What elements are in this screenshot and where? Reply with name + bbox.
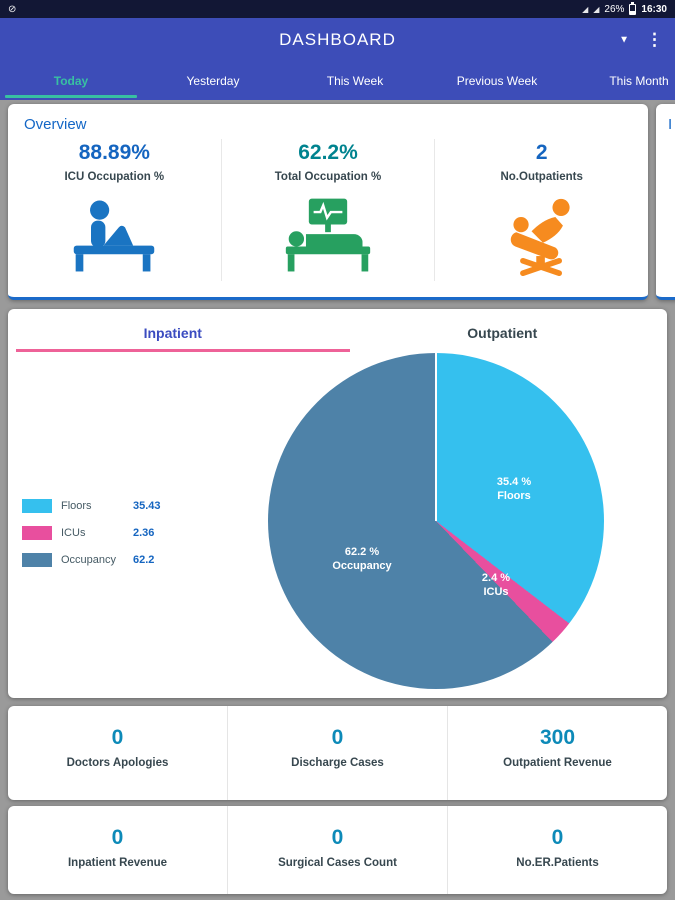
tab-this-week[interactable]: This Week xyxy=(284,62,426,100)
stat-total-occupation: 62.2% Total Occupation % xyxy=(222,139,436,281)
battery-icon xyxy=(629,1,637,15)
overview-title: Overview xyxy=(24,116,87,133)
summary-label: Surgical Cases Count xyxy=(278,857,397,869)
status-right-cluster: ◢ ◢ 26% 16:30 xyxy=(582,1,667,15)
legend-value: 62.2 xyxy=(133,554,155,566)
status-left-icon: ⊘ xyxy=(8,3,17,15)
inpatient-tab-underline xyxy=(16,349,350,352)
tab-today[interactable]: Today xyxy=(0,62,142,100)
pie-label-icus-pct: 2.4 % xyxy=(481,572,511,584)
stat-inpatient-revenue: 0 Inpatient Revenue xyxy=(8,806,228,894)
chart-legend: Floors 35.43 ICUs 2.36 Occupancy 62.2 xyxy=(22,499,161,580)
summary-label: No.ER.Patients xyxy=(516,857,599,869)
stat-discharge-cases: 0 Discharge Cases xyxy=(228,706,448,800)
chart-card: Inpatient Outpatient 35.4 % Floors 2.4 %… xyxy=(8,309,667,698)
cellular-signal-icon: ◢ xyxy=(593,4,600,14)
status-time: 16:30 xyxy=(641,3,667,15)
summary-value: 0 xyxy=(111,726,124,749)
hospital-bed-monitor-icon xyxy=(222,197,435,281)
stat-er-patients: 0 No.ER.Patients xyxy=(448,806,667,894)
tab-outpatient[interactable]: Outpatient xyxy=(467,325,538,341)
outpatient-exam-icon xyxy=(435,197,648,281)
status-bar: ⊘ ◢ ◢ 26% 16:30 xyxy=(0,0,675,18)
stat-value: 88.89% xyxy=(78,141,150,164)
pie-label-floors-name: Floors xyxy=(497,490,531,502)
pie-label-icus-name: ICUs xyxy=(483,586,509,598)
summary-label: Doctors Apologies xyxy=(66,757,169,769)
stat-outpatients: 2 No.Outpatients xyxy=(435,139,648,281)
summary-label: Inpatient Revenue xyxy=(67,857,168,869)
legend-row-icus: ICUs 2.36 xyxy=(22,526,161,540)
summary-value: 0 xyxy=(331,826,344,849)
overflow-menu-icon[interactable]: ⋮ xyxy=(646,30,663,49)
legend-row-occupancy: Occupancy 62.2 xyxy=(22,553,161,567)
tab-this-month-label: This Month xyxy=(609,74,669,88)
tab-yesterday[interactable]: Yesterday xyxy=(142,62,284,100)
summary-value: 0 xyxy=(111,826,124,849)
stat-label: No.Outpatients xyxy=(500,171,583,183)
time-range-tab-bar: Today Yesterday This Week Previous Week … xyxy=(0,62,675,100)
selected-tab-underline xyxy=(5,95,137,98)
summary-label: Discharge Cases xyxy=(291,757,384,769)
pie-label-floors-pct: 35.4 % xyxy=(496,476,532,488)
legend-row-floors: Floors 35.43 xyxy=(22,499,161,513)
stat-icu-occupation: 88.89% ICU Occupation % xyxy=(8,139,222,281)
summary-card-2: 0 Inpatient Revenue 0 Surgical Cases Cou… xyxy=(8,806,667,894)
app-bar: DASHBOARD ▼ ⋮ xyxy=(0,18,675,62)
legend-swatch-floors xyxy=(22,499,52,513)
wifi-icon: ◢ xyxy=(582,4,589,14)
legend-label: Occupancy xyxy=(61,554,117,566)
summary-label: Outpatient Revenue xyxy=(503,757,612,769)
summary-value: 0 xyxy=(331,726,344,749)
tab-previous-week-label: Previous Week xyxy=(456,74,538,88)
battery-fill xyxy=(630,11,636,14)
overview-stats-row: 88.89% ICU Occupation % 62.2% Total Occu… xyxy=(8,139,648,281)
stat-value: 62.2% xyxy=(298,141,358,164)
pie-label-occupancy-pct: 62.2 % xyxy=(344,546,380,558)
tab-this-week-label: This Week xyxy=(326,74,384,88)
stat-surgical-cases: 0 Surgical Cases Count xyxy=(228,806,448,894)
legend-label: Floors xyxy=(61,500,92,512)
stat-value: 2 xyxy=(535,141,548,164)
legend-label: ICUs xyxy=(61,527,86,539)
stat-label: ICU Occupation % xyxy=(64,171,165,183)
patient-in-bed-icon xyxy=(8,197,221,281)
summary-card-1: 0 Doctors Apologies 0 Discharge Cases 30… xyxy=(8,706,667,800)
pie-label-occupancy: 62.2 % Occupancy xyxy=(314,545,410,573)
dropdown-caret-icon[interactable]: ▼ xyxy=(619,34,629,46)
legend-value: 35.43 xyxy=(133,500,161,512)
next-overview-card-partial: I xyxy=(656,104,675,300)
pie-slice-divider xyxy=(435,353,437,521)
legend-value: 2.36 xyxy=(133,527,155,539)
pie-label-floors: 35.4 % Floors xyxy=(478,475,550,503)
stat-label: Total Occupation % xyxy=(274,171,382,183)
summary-row: 0 Inpatient Revenue 0 Surgical Cases Cou… xyxy=(8,806,667,894)
next-card-title: I xyxy=(668,116,673,133)
battery-percent: 26% xyxy=(604,3,625,15)
summary-value: 0 xyxy=(551,826,564,849)
tab-today-label: Today xyxy=(53,74,89,88)
patient-tab-bar: Inpatient Outpatient xyxy=(8,309,667,353)
page-title: DASHBOARD xyxy=(279,30,396,49)
summary-row: 0 Doctors Apologies 0 Discharge Cases 30… xyxy=(8,706,667,800)
tab-previous-week[interactable]: Previous Week xyxy=(426,62,568,100)
tab-yesterday-label: Yesterday xyxy=(186,74,240,88)
stat-doctors-apologies: 0 Doctors Apologies xyxy=(8,706,228,800)
tab-inpatient[interactable]: Inpatient xyxy=(143,325,202,341)
legend-swatch-icus xyxy=(22,526,52,540)
overview-card: Overview 88.89% ICU Occupation % xyxy=(8,104,648,300)
legend-swatch-occupancy xyxy=(22,553,52,567)
summary-value: 300 xyxy=(539,726,576,749)
pie-label-icus: 2.4 % ICUs xyxy=(460,571,532,599)
pie-label-occupancy-name: Occupancy xyxy=(332,560,392,572)
tab-this-month[interactable]: This Month xyxy=(568,62,675,100)
stat-outpatient-revenue: 300 Outpatient Revenue xyxy=(448,706,667,800)
